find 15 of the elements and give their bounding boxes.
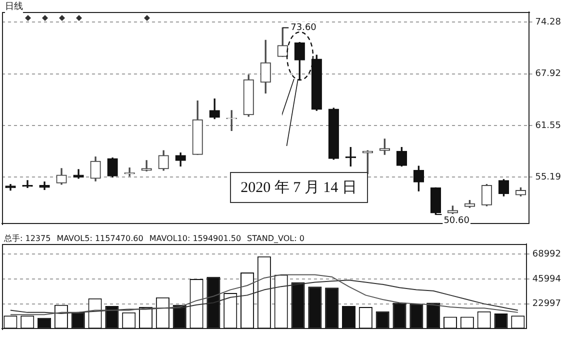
y-tick-label: 61.55 bbox=[535, 120, 561, 131]
text: 总手: 12375 bbox=[4, 234, 51, 243]
annotation: 73.60 bbox=[290, 23, 317, 34]
annotation: 50.60 bbox=[444, 216, 470, 226]
annotation: 2020 年 7 月 14 日 bbox=[230, 172, 368, 203]
text: STAND_VOL: 0 bbox=[247, 234, 304, 243]
y-tick-label: 74.28 bbox=[535, 18, 562, 28]
y-tick-label: 67.92 bbox=[535, 69, 561, 80]
text: MAVOL5: 1157470.60 bbox=[56, 234, 144, 243]
y-tick-label: 45994 bbox=[532, 274, 562, 284]
annotation: 日线 bbox=[5, 0, 23, 13]
y-tick-label: 55.19 bbox=[535, 172, 562, 183]
y-tick-label: 68992 bbox=[532, 250, 562, 260]
y-tick-label: 22997 bbox=[532, 299, 562, 310]
text: MAVOL10: 1594901.50 bbox=[149, 234, 242, 243]
